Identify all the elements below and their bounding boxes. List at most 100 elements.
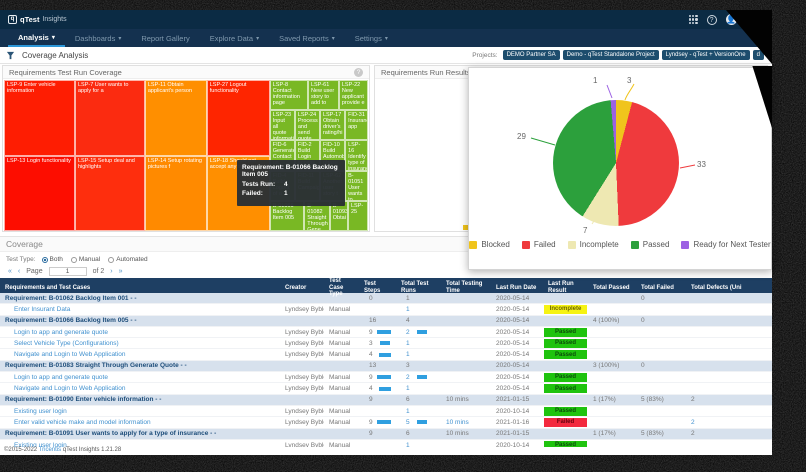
row-name-link[interactable]: Login to app and generate quote (14, 373, 108, 381)
requirement-row[interactable]: Requirement: B-01090 Enter vehicle infor… (0, 394, 772, 406)
test-type-radio-both[interactable]: Both (41, 256, 63, 263)
row-name-link[interactable]: Navigate and Login to Web Application (14, 385, 126, 393)
test-case-row[interactable]: Select Vehicle Type (Configurations) Lynd… (0, 338, 772, 350)
treemap-tile[interactable]: FID-31 Insurance app (345, 110, 368, 141)
test-case-row[interactable]: Navigate and Login to Web Application Lyn… (0, 349, 772, 361)
total-test-runs-cell: 5 (396, 419, 441, 426)
next-page-button[interactable]: › (110, 268, 113, 275)
total-defects-cell: 2 (691, 430, 695, 438)
column-header[interactable]: Total Defects (Uni (691, 284, 742, 291)
treemap-tile[interactable]: LSP-7 User wants to apply for a (74, 80, 145, 156)
menu-item-label: Explore Data (209, 33, 254, 43)
menu-item-label: Dashboards (74, 33, 116, 43)
legend-item-incomplete[interactable]: Incomplete (567, 240, 619, 249)
prev-page-button[interactable]: ‹ (17, 268, 21, 275)
treemap-tile[interactable]: B-01051 User wants to apply for (345, 170, 368, 201)
row-name-link[interactable]: Requirement: B-01066 Backlog Item 005 - … (5, 317, 137, 325)
test-case-type-cell: Manual (329, 385, 351, 393)
requirement-row[interactable]: Requirement: B-01083 Straight Through Ge… (0, 360, 772, 373)
treemap-tile[interactable]: LSP-27 Logout functionality (206, 80, 270, 156)
total-passed-cell: 1 (17%) (593, 430, 616, 438)
test-case-row[interactable]: Enter Insurant Data Lyndsey Byblow Manual 1… (0, 304, 772, 316)
column-header[interactable]: Last Run Result (548, 281, 574, 294)
column-header[interactable]: Total Testing Time (446, 281, 483, 294)
legend-item-blocked[interactable]: Blocked (469, 240, 510, 249)
status-badge: Passed (544, 327, 587, 337)
row-name-link[interactable]: Existing user login (14, 407, 67, 415)
column-header[interactable]: Last Run Date (496, 284, 537, 291)
panel-help-icon[interactable]: ? (354, 67, 363, 77)
legend-item-ready-for-next-tester[interactable]: Ready for Next Tester (681, 240, 771, 249)
test-type-radio-manual[interactable]: Manual (70, 256, 100, 263)
tooltip-value: 4 (284, 181, 288, 188)
project-badge[interactable]: Demo - qTest Standalone Project (562, 50, 659, 60)
column-header[interactable]: Total Passed (593, 284, 630, 291)
treemap-tile[interactable]: LSP-9 Enter vehicle information (4, 80, 75, 156)
legend-item-passed[interactable]: Passed (630, 240, 669, 249)
menu-item-settings[interactable]: Settings ▾ (345, 29, 398, 47)
column-header[interactable]: Test Steps (364, 281, 381, 294)
test-case-row[interactable]: Navigate and Login to Web Application Lyn… (0, 383, 772, 395)
row-name-link[interactable]: Requirement: B-01090 Enter vehicle infor… (5, 396, 162, 404)
table-header: Requirements and Test Cases Creator Test C… (0, 278, 772, 297)
treemap-tile[interactable]: LSP-11 Obtain applicant's person (144, 80, 207, 156)
treemap-tile[interactable]: LSP-23 Input all quote informati (269, 110, 295, 141)
column-header[interactable]: Total Failed (641, 284, 674, 291)
treemap-tile[interactable]: LSP-15 Setup deal and highlights (74, 155, 145, 231)
menu-item-analysis[interactable]: Analysis ▾ (8, 29, 65, 47)
test-case-type-cell: Manual (329, 418, 351, 426)
test-case-row[interactable]: Login to app and generate quote Lyndsey B… (0, 372, 772, 384)
column-header[interactable]: Total Test Runs (401, 281, 429, 294)
app-logo-text[interactable]: qTest (20, 15, 40, 24)
row-name-link[interactable]: Login to app and generate quote (14, 328, 108, 336)
project-badge[interactable]: Lyndsey - qTest + VersionOne (661, 50, 750, 60)
treemap-tile[interactable]: LSP-25 (347, 200, 368, 231)
menu-item-dashboards[interactable]: Dashboards ▾ (65, 29, 131, 47)
treemap-tile[interactable]: LSP-14 Setup rotating pictures f (144, 155, 207, 231)
page-input[interactable] (48, 267, 87, 276)
treemap-tile[interactable]: LSP-16 Identify type of insuranc (345, 140, 368, 171)
test-case-row[interactable]: Enter valid vehicle make and model infor… (0, 417, 772, 429)
avatar[interactable]: 👤 (725, 14, 737, 25)
column-header[interactable]: Requirements and Test Cases (5, 284, 91, 291)
requirement-row[interactable]: Requirement: B-01066 Backlog Item 005 - … (0, 315, 772, 327)
treemap-tile[interactable]: LSP-13 Login functionality (4, 155, 75, 231)
menu-item-explore-data[interactable]: Explore Data ▾ (200, 29, 269, 47)
treemap-tile[interactable]: LSP-17 Obtain driver's rating/hi (319, 110, 346, 141)
menu-item-saved-reports[interactable]: Saved Reports ▾ (269, 29, 345, 47)
legend-item-failed[interactable]: Failed (521, 240, 556, 249)
requirement-row[interactable]: Requirement: B-01062 Backlog Item 001 - … (0, 293, 772, 305)
last-run-date-cell: 2020-05-14 (496, 373, 530, 381)
treemap-tile[interactable]: LSP-22 New applicant provide e (338, 80, 368, 111)
row-name-link[interactable]: Requirement: B-01062 Backlog Item 001 - … (5, 294, 137, 302)
row-name-link[interactable]: Requirement: B-01083 Straight Through Ge… (5, 362, 187, 370)
treemap-tile[interactable]: LSP-61 New user story to add to (307, 80, 339, 111)
row-name-link[interactable]: Existing user login (14, 441, 67, 449)
steps-value: 4 (369, 385, 373, 393)
project-badge[interactable]: DEMO Partner SA (502, 50, 560, 60)
row-name-link[interactable]: Requirement: B-01091 User wants to apply… (5, 430, 217, 438)
row-name-link[interactable]: Navigate and Login to Web Application (14, 351, 126, 359)
treemap-tile[interactable]: LSP-24 Process and send quote to (294, 110, 320, 141)
column-header[interactable]: Creator (285, 284, 307, 291)
menu-item-report-gallery[interactable]: Report Gallery (131, 29, 199, 47)
first-page-button[interactable]: « (8, 268, 12, 275)
total-test-runs-cell: 4 (396, 317, 441, 324)
test-case-row[interactable]: Login to app and generate quote Lyndsey B… (0, 327, 772, 339)
treemap-tile[interactable]: LSP-8 Contact information page (269, 80, 308, 111)
row-name-link[interactable]: Select Vehicle Type (Configurations) (14, 339, 119, 347)
last-page-button[interactable]: » (118, 268, 123, 275)
row-name-link[interactable]: Enter Insurant Data (14, 305, 71, 313)
row-name-link[interactable]: Enter valid vehicle make and model infor… (14, 418, 151, 426)
app-grid-icon[interactable] (688, 15, 698, 24)
last-run-date-cell: 2021-01-16 (496, 418, 530, 426)
project-badge[interactable]: d (752, 50, 764, 60)
filter-icon[interactable] (6, 51, 15, 60)
column-header[interactable]: Test Case Type (329, 278, 344, 297)
pie-chart[interactable] (553, 100, 679, 226)
help-icon[interactable]: ? (706, 14, 717, 25)
requirement-row[interactable]: Requirement: B-01091 User wants to apply… (0, 428, 772, 440)
tricentis-link[interactable]: Tricentis (38, 447, 62, 453)
test-type-radio-automated[interactable]: Automated (108, 256, 148, 263)
test-case-row[interactable]: Existing user login Lyndsey Byblow Manual 1… (0, 406, 772, 418)
